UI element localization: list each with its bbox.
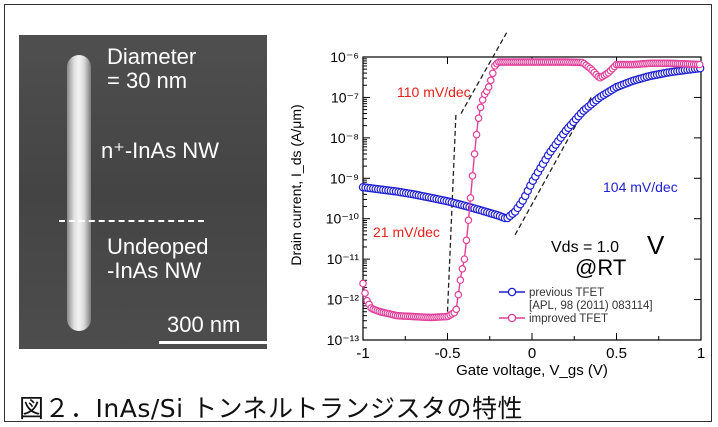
vds-label: Vds = 1.0 bbox=[551, 239, 619, 256]
slope-label-104: 104 mV/dec bbox=[603, 179, 678, 195]
legend-marker bbox=[507, 313, 517, 323]
y-tick-label: 10⁻⁸ bbox=[330, 130, 359, 146]
slope-label-110: 110 mV/dec bbox=[397, 84, 471, 100]
improved-tfet-point bbox=[460, 255, 469, 263]
improved-tfet-point bbox=[470, 150, 479, 158]
chart-marks: 110 mV/dec 21 mV/dec 104 mV/dec Vds = 1.0 V @… bbox=[358, 32, 705, 325]
y-tick-label: 10⁻⁶ bbox=[330, 49, 359, 65]
improved-tfet-point bbox=[456, 276, 465, 284]
ntype-label: n⁺-InAs NW bbox=[101, 138, 219, 163]
clipped-annotation: @RT bbox=[575, 255, 626, 280]
diameter-label: Diameter = 30 nm bbox=[107, 44, 197, 93]
undoped-label: Undeoped -InAs NW bbox=[107, 234, 209, 283]
improved-tfet-point bbox=[466, 194, 475, 202]
y-tick-label: 10⁻¹⁰ bbox=[326, 211, 360, 227]
vds-unit: V bbox=[647, 230, 665, 260]
guide-line-steep bbox=[446, 113, 457, 312]
scale-bar bbox=[159, 341, 267, 344]
legend-marker bbox=[507, 287, 517, 297]
y-tick-label: 10⁻¹³ bbox=[327, 332, 360, 348]
y-tick-label: 10⁻¹² bbox=[327, 292, 360, 308]
improved-tfet-point bbox=[361, 289, 369, 297]
improved-tfet-point bbox=[472, 130, 481, 139]
y-tick-label: 10⁻⁹ bbox=[330, 170, 359, 186]
improved-tfet-point bbox=[474, 114, 483, 122]
improved-tfet-point bbox=[486, 76, 495, 85]
improved-tfet-point bbox=[484, 83, 493, 91]
figure-caption: 図２．InAs/Si トンネルトランジスタの特性 bbox=[19, 394, 524, 423]
scale-bar-label: 300 nm bbox=[167, 312, 241, 337]
x-tick-label: -0.5 bbox=[435, 345, 461, 362]
legend-entry-reference: [APL, 98 (2011) 083114] bbox=[529, 300, 653, 312]
x-tick-label: 1 bbox=[697, 345, 705, 362]
figure-frame: Diameter = 30 nm n⁺-InAs NW Undeoped -In… bbox=[4, 4, 712, 423]
improved-tfet-point bbox=[454, 290, 463, 299]
y-axis-label: Drain current, I_ds (A/μm) bbox=[288, 104, 304, 265]
y-tick-label: 10⁻⁷ bbox=[331, 89, 359, 105]
chart-axes: -1 -0.5 0 0.5 1 10⁻¹³ 10⁻¹² 10⁻¹¹ 10⁻¹⁰ 10⁻⁹ 10⁻⁸ 1… bbox=[326, 49, 705, 362]
legend-entry: previous TFET bbox=[529, 287, 604, 299]
improved-tfet-point bbox=[464, 216, 473, 225]
improved-tfet-point bbox=[359, 279, 367, 288]
improved-tfet-point bbox=[468, 172, 477, 180]
drain-current-chart: -1 -0.5 0 0.5 110⁻¹³10⁻¹²10⁻¹¹10⁻¹⁰10⁻⁹10⁻⁸1… bbox=[288, 32, 705, 379]
slope-label-21: 21 mV/dec bbox=[373, 224, 440, 240]
sem-image: Diameter = 30 nm n⁺-InAs NW Undeoped -In… bbox=[19, 35, 267, 349]
nanowire-shape bbox=[67, 55, 91, 331]
legend-entry: improved TFET bbox=[529, 313, 608, 325]
x-tick-label: 0 bbox=[528, 345, 536, 362]
y-tick-label: 10⁻¹¹ bbox=[327, 251, 360, 267]
x-tick-label: -1 bbox=[356, 345, 369, 362]
legend: previous TFET[APL, 98 (2011) 083114]impr… bbox=[499, 287, 653, 325]
improved-tfet-point bbox=[488, 69, 497, 78]
x-tick-label: 0.5 bbox=[606, 345, 627, 362]
dashed-divider bbox=[59, 220, 204, 222]
x-axis-label: Gate voltage, V_gs (V) bbox=[456, 362, 608, 379]
improved-tfet-point bbox=[695, 60, 704, 69]
improved-tfet-point bbox=[476, 103, 485, 112]
improved-tfet-point bbox=[462, 236, 471, 245]
improved-tfet-point bbox=[452, 305, 461, 314]
improved-tfet-point bbox=[458, 264, 467, 273]
